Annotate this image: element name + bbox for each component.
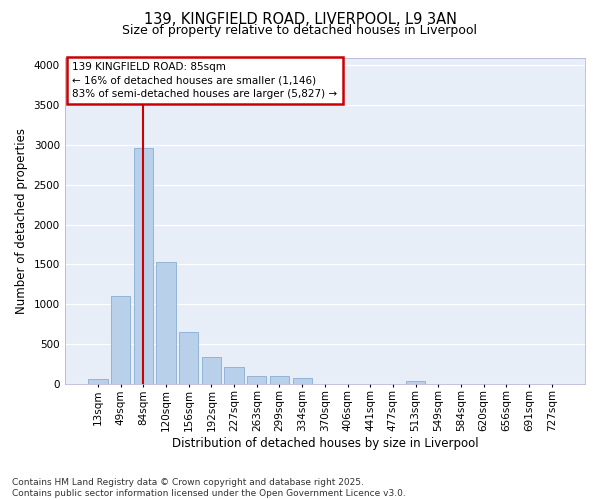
Text: Contains HM Land Registry data © Crown copyright and database right 2025.
Contai: Contains HM Land Registry data © Crown c… [12,478,406,498]
Bar [111,296,130,384]
Bar [202,356,221,384]
Bar [224,368,244,384]
Bar [247,376,266,384]
Bar [270,376,289,384]
Text: 139 KINGFIELD ROAD: 85sqm
← 16% of detached houses are smaller (1,146)
83% of se: 139 KINGFIELD ROAD: 85sqm ← 16% of detac… [73,62,338,99]
Bar [179,332,199,384]
Bar [157,262,176,384]
Bar [293,378,312,384]
Text: 139, KINGFIELD ROAD, LIVERPOOL, L9 3AN: 139, KINGFIELD ROAD, LIVERPOOL, L9 3AN [143,12,457,28]
Y-axis label: Number of detached properties: Number of detached properties [15,128,28,314]
Bar [134,148,153,384]
Bar [406,381,425,384]
Bar [88,380,107,384]
X-axis label: Distribution of detached houses by size in Liverpool: Distribution of detached houses by size … [172,437,478,450]
Text: Size of property relative to detached houses in Liverpool: Size of property relative to detached ho… [122,24,478,37]
